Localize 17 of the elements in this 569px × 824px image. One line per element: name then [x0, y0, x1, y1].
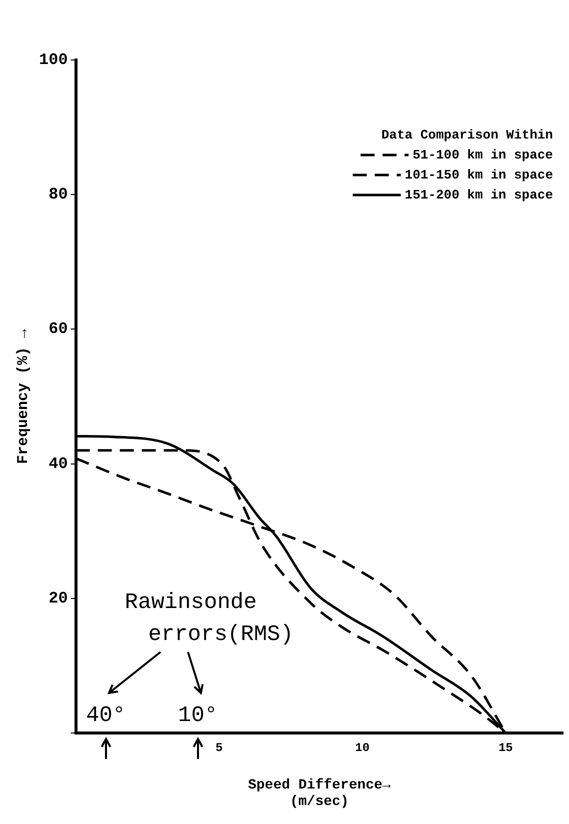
annotation: Rawinsonde errors(RMS) — [124, 590, 294, 647]
x-axis-title: Speed Difference→ (m/sec) — [248, 777, 392, 810]
legend-label: 51-100 km in space — [412, 147, 554, 162]
x-tick-label: 10 — [355, 741, 370, 756]
y-tick-label: 60 — [48, 320, 68, 338]
y-tick-label: 80 — [48, 186, 68, 204]
y-tick-label: 40 — [48, 454, 68, 473]
annotation: 10° — [178, 703, 218, 728]
x-tick-label: 15 — [498, 741, 513, 756]
legend-label: 151-200 km in space — [404, 187, 554, 202]
y-axis-title: Frequency (%) → — [14, 328, 32, 464]
annotation: 40° — [86, 703, 126, 728]
legend-label: 101-150 km in space — [404, 167, 554, 182]
legend-title: Data Comparison Within — [381, 127, 554, 142]
y-tick-label: 100 — [38, 51, 68, 70]
x-tick-label: 5 — [215, 741, 223, 756]
y-tick-label: 20 — [48, 589, 68, 608]
